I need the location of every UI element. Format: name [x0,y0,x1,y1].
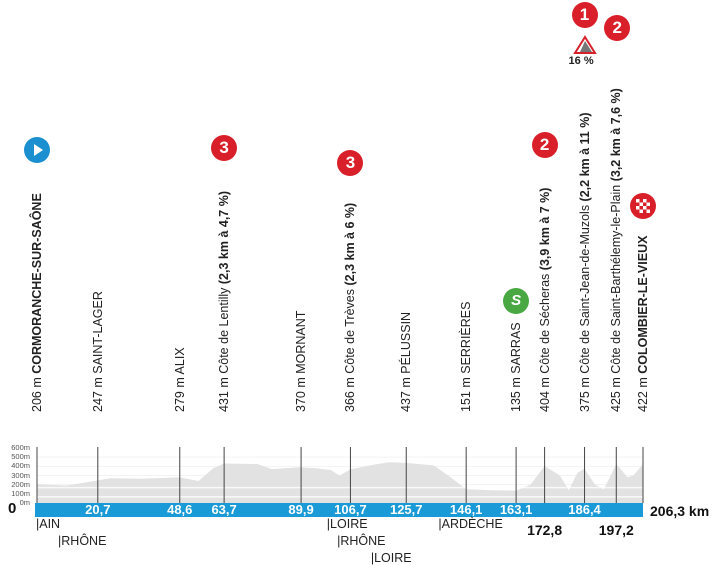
waypoint-label: 370 m MORNANT [293,311,309,412]
y-tick-label: 500m [11,452,30,462]
place-name: SAINT-LAGER [90,291,105,374]
sprint-icon: S [503,288,530,314]
y-tick-label: 600m [11,443,30,452]
km-marker: 106,7 [334,502,367,517]
place-name: ALIX [172,347,187,375]
km-marker: 186,4 [568,502,601,517]
climb-detail: (2,2 km à 11 %) [577,112,592,202]
climb-detail: (2,3 km à 6 %) [343,202,358,286]
start-icon [24,137,50,163]
department-label: |LOIRE [370,551,412,565]
waypoint-label: 437 m PÉLUSSIN [398,312,414,412]
altitude-label: 206 m [30,377,44,412]
start-km-label: 0 [8,500,17,517]
department-label: |LOIRE [326,517,368,531]
place-name: Côte de Saint-Barthélemy-le-Plain [609,184,624,374]
y-tick-label: 400m [11,461,30,471]
altitude-label: 404 m [537,377,552,412]
finish-flag-icon [630,193,656,219]
waypoint-label: 425 m Côte de Saint-Barthélemy-le-Plain … [608,88,624,412]
waypoint-label: 422 m COLOMBIER-LE-VIEUX [635,236,651,412]
place-name: SERRIÈRES [459,301,474,374]
km-marker: 146,1 [449,502,483,517]
waypoint-label: 247 m SAINT-LAGER [90,291,106,412]
department-label: |RHÔNE [337,534,386,548]
place-name: SARRAS [509,322,524,374]
total-distance-label: 206,3 km [650,503,710,519]
altitude-label: 437 m [399,377,414,412]
place-name: Côte de Saint-Jean-de-Muzols [577,204,592,374]
km-marker: 197,2 [598,522,634,538]
altitude-label: 135 m [509,377,524,412]
climb-category-2-icon: 2 [604,15,631,41]
waypoint-label: 375 m Côte de Saint-Jean-de-Muzols (2,2 … [577,112,593,412]
climb-category-1-icon: 1 [571,2,598,28]
place-name: Côte de Sécheras [537,273,552,374]
steep-gradient-icon [572,35,597,60]
altitude-label: 431 m [217,377,232,412]
waypoint-label: 135 m SARRAS [508,322,524,412]
climb-detail: (3,9 km à 7 %) [537,187,552,271]
max-gradient-label: 16 % [568,55,594,67]
altitude-label: 247 m [90,377,105,412]
climb-detail: (2,3 km à 4,7 %) [217,191,232,285]
waypoint-label: 206 m CORMORANCHE-SUR-SAÔNE [29,193,45,412]
waypoint-label: 279 m ALIX [172,347,188,412]
km-marker: 172,8 [527,522,563,538]
place-name: Côte de Lentilly [217,287,232,374]
profile-area [37,462,643,503]
y-tick-label: 300m [11,470,30,480]
climb-category-2-icon: 2 [531,132,558,158]
climb-category-3-icon: 3 [211,135,238,161]
climb-detail: (3,2 km à 7,6 %) [609,88,624,182]
altitude-label: 375 m [577,377,592,412]
altitude-label: 422 m [636,377,650,412]
km-marker: 63,7 [211,502,237,517]
distance-bar [35,503,643,517]
altitude-label: 366 m [343,377,358,412]
altitude-label: 425 m [609,377,624,412]
km-marker: 89,9 [288,502,314,517]
y-tick-label: 200m [11,479,30,489]
department-label: |ARDÈCHE [438,517,503,531]
place-name: MORNANT [294,310,309,374]
altitude-label: 370 m [294,377,309,412]
place-name: Côte de Trèves [343,289,358,374]
climb-category-3-icon: 3 [337,150,364,176]
place-name: CORMORANCHE-SUR-SAÔNE [30,193,44,374]
waypoint-label: 151 m SERRIÈRES [458,302,474,412]
department-label: |AIN [36,517,61,531]
km-marker: 163,1 [499,502,533,517]
y-tick-label: 0m [19,498,30,507]
altitude-label: 279 m [172,377,187,412]
department-label: |RHÔNE [58,534,107,548]
waypoint-label: 431 m Côte de Lentilly (2,3 km à 4,7 %) [216,191,232,412]
y-tick-label: 100m [11,488,30,498]
place-name: COLOMBIER-LE-VIEUX [636,235,650,374]
altitude-label: 151 m [459,377,474,412]
waypoint-label: 366 m Côte de Trèves (2,3 km à 6 %) [342,203,358,412]
km-marker: 48,6 [167,502,193,517]
km-marker: 125,7 [389,502,423,517]
waypoint-label: 404 m Côte de Sécheras (3,9 km à 7 %) [537,188,553,412]
place-name: PÉLUSSIN [399,311,414,374]
km-marker: 20,7 [85,502,111,517]
